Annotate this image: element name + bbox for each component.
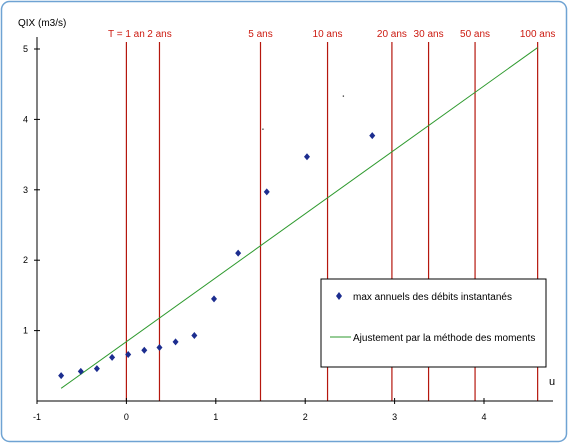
data-point <box>369 132 376 140</box>
return-period-lines <box>125 42 539 401</box>
data-point <box>141 346 148 354</box>
data-point <box>58 372 65 380</box>
return-period-label: 5 ans <box>248 29 272 40</box>
return-period-labels: T = 1 an 2 ans 5 ans 10 ans 20 ans 30 ans 50 a… <box>108 29 555 40</box>
data-points-layer <box>58 132 376 380</box>
x-axis-label: u <box>549 376 555 388</box>
legend: max annuels des débits instantanés Ajust… <box>320 278 547 368</box>
y-tick-label: 1 <box>23 326 28 336</box>
stray-mark <box>262 128 264 130</box>
y-tick-label: 2 <box>23 255 28 265</box>
data-point <box>156 343 163 351</box>
x-axis-ticks: -1 0 1 2 3 4 <box>33 398 487 422</box>
x-tick-label: 2 <box>303 412 308 422</box>
return-period-label: 30 ans <box>414 29 444 40</box>
data-point <box>77 367 84 375</box>
fit-line-layer <box>60 47 538 389</box>
y-tick-label: 4 <box>23 114 28 124</box>
y-axis-ticks: 1 2 3 4 5 <box>23 44 40 336</box>
data-point <box>235 249 242 257</box>
data-point <box>93 365 100 373</box>
legend-label-points: max annuels des débits instantanés <box>353 292 512 303</box>
x-tick-label: 1 <box>213 412 218 422</box>
return-period-label: 10 ans <box>313 29 343 40</box>
fit-line <box>60 47 538 389</box>
return-period-label: 50 ans <box>460 29 490 40</box>
legend-marker-points <box>336 292 342 300</box>
x-tick-label: 3 <box>392 412 397 422</box>
legend-box <box>320 278 547 368</box>
return-period-label: 100 ans <box>520 29 556 40</box>
legend-label-fit-line: Ajustement par la méthode des moments <box>353 333 535 344</box>
data-point <box>191 332 198 340</box>
return-period-label: 2 ans <box>147 29 171 40</box>
data-point <box>172 338 179 346</box>
y-tick-label: 3 <box>23 185 28 195</box>
x-tick-label: 4 <box>481 412 486 422</box>
return-period-label: T = 1 an <box>108 29 145 40</box>
stray-marks-layer <box>262 95 345 130</box>
y-tick-label: 5 <box>23 44 28 54</box>
data-point <box>211 295 218 303</box>
x-tick-label: 0 <box>124 412 129 422</box>
data-point <box>109 353 116 361</box>
data-point <box>303 153 310 161</box>
data-point <box>263 188 270 196</box>
return-period-label: 20 ans <box>377 29 407 40</box>
data-point <box>125 351 132 359</box>
x-tick-label: -1 <box>33 412 41 422</box>
y-axis-label: QIX (m3/s) <box>18 18 66 29</box>
stray-mark <box>342 95 345 97</box>
